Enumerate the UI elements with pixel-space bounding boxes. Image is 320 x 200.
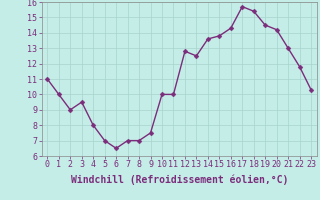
X-axis label: Windchill (Refroidissement éolien,°C): Windchill (Refroidissement éolien,°C)	[70, 175, 288, 185]
